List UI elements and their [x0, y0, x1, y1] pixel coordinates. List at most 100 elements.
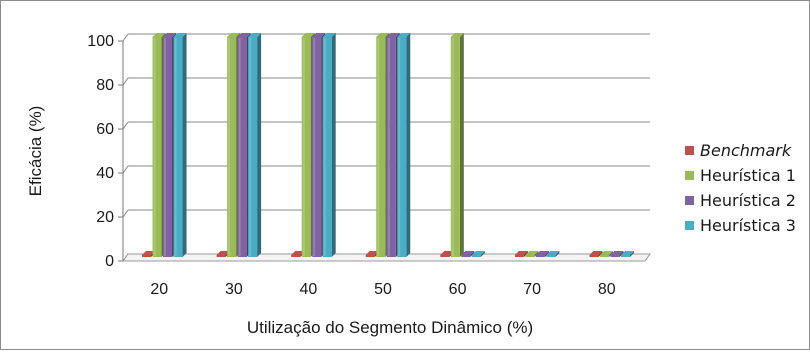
bar-highlight — [451, 38, 454, 256]
bar — [173, 33, 187, 257]
bar — [610, 251, 624, 257]
bar — [248, 33, 262, 257]
bar-front — [376, 37, 386, 257]
bar-front — [312, 37, 322, 257]
gridline-side — [122, 121, 129, 130]
bar-highlight — [377, 38, 380, 256]
bar-top — [376, 33, 390, 37]
bar-front — [599, 255, 609, 257]
bar-top — [599, 251, 613, 255]
bar-top — [152, 33, 166, 37]
bar-top — [440, 251, 454, 255]
bar-top — [237, 33, 251, 37]
bar-front — [620, 255, 630, 257]
bar-top — [397, 33, 411, 37]
legend-swatch — [685, 171, 694, 180]
x-tick-label: 20 — [150, 281, 168, 298]
bar — [471, 251, 485, 257]
bar-front — [216, 255, 226, 257]
bar-highlight — [323, 38, 326, 256]
x-tick-label: 80 — [598, 281, 616, 298]
bar-top — [173, 33, 187, 37]
gridline-side — [122, 33, 129, 42]
x-axis-title: Utilização do Segmento Dinâmico (%) — [247, 318, 533, 337]
bar-front — [461, 255, 471, 257]
bar-front — [142, 255, 152, 257]
bar-front — [173, 37, 183, 257]
bar-front — [610, 255, 620, 257]
bar — [599, 251, 613, 257]
legend-swatch — [685, 146, 694, 155]
bar-highlight — [174, 38, 177, 256]
bar-side — [608, 251, 613, 257]
bar-side — [555, 251, 560, 257]
bar-highlight — [238, 38, 241, 256]
bar-side — [182, 33, 187, 257]
legend-label: Heurística 2 — [700, 191, 796, 210]
bar-side — [459, 33, 464, 257]
bar-top — [227, 33, 241, 37]
y-axis-title: Eficácia (%) — [26, 106, 45, 197]
y-tick-label: 0 — [105, 253, 114, 270]
y-tick-label: 80 — [96, 77, 114, 94]
x-tick-label: 50 — [374, 281, 392, 298]
bar-front — [248, 37, 258, 257]
bar-front — [237, 37, 247, 257]
x-tick-label: 30 — [225, 281, 243, 298]
bar-highlight — [249, 38, 252, 256]
bar-top — [248, 33, 262, 37]
bar-side — [544, 251, 549, 257]
bar — [589, 251, 603, 257]
bar-top — [365, 251, 379, 255]
bar-front — [322, 37, 332, 257]
x-tick-label: 70 — [523, 281, 541, 298]
bar-front — [152, 37, 162, 257]
bar-top — [546, 251, 560, 255]
bar-side — [523, 251, 528, 257]
bar-front — [227, 37, 237, 257]
bar-side — [406, 33, 411, 257]
bar-top — [589, 251, 603, 255]
bar-front — [525, 255, 535, 257]
bar-front — [397, 37, 407, 257]
bar-top — [322, 33, 336, 37]
legend-swatch — [685, 196, 694, 205]
bar-front — [163, 37, 173, 257]
gridline-side — [122, 77, 129, 86]
bar — [546, 251, 560, 257]
bar-front — [450, 37, 460, 257]
bar-top — [312, 33, 326, 37]
bar-top — [525, 251, 539, 255]
legend: Benchmark Heurística 1 Heurística 2 Heuríst… — [685, 141, 796, 235]
bar-highlight — [302, 38, 305, 256]
legend-swatch — [685, 221, 694, 230]
bar-side — [598, 251, 603, 257]
bar — [620, 251, 634, 257]
bar-front — [440, 255, 450, 257]
bar-front — [386, 37, 396, 257]
bar-side — [480, 251, 485, 257]
y-tick-label: 100 — [87, 33, 114, 50]
y-tick-label: 60 — [96, 121, 114, 138]
bar-highlight — [228, 38, 231, 256]
bar-top — [142, 251, 156, 255]
legend-label: Heurística 3 — [700, 216, 796, 235]
bar-side — [619, 251, 624, 257]
bar-highlight — [398, 38, 401, 256]
tick-label-layer: 0 20 40 60 80 100 20 30 40 50 60 70 80 — [87, 33, 615, 298]
bar-side — [629, 251, 634, 257]
bar — [450, 33, 464, 257]
bar-front — [365, 255, 375, 257]
bar — [322, 33, 336, 257]
bar-top — [514, 251, 528, 255]
bar-layer — [142, 33, 634, 257]
bar — [525, 251, 539, 257]
bar-top — [291, 251, 305, 255]
bar-top — [216, 251, 230, 255]
bar-highlight — [164, 38, 167, 256]
bar — [461, 251, 475, 257]
bar-front — [546, 255, 556, 257]
bar-front — [589, 255, 599, 257]
